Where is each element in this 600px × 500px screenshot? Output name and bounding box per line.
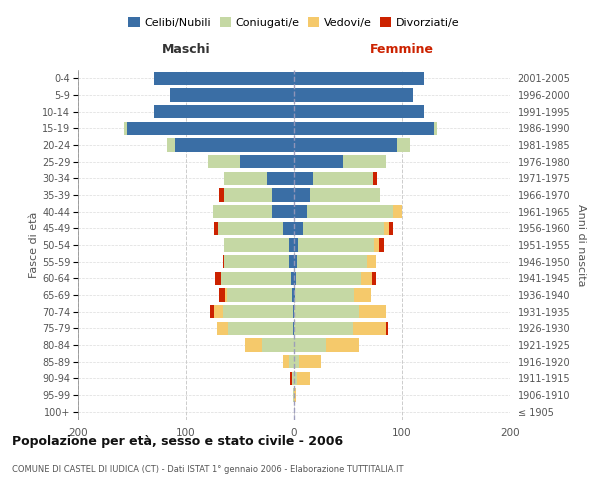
Bar [127, 122, 294, 135]
Bar [373, 172, 377, 185]
Bar [220, 288, 225, 302]
Bar [296, 272, 361, 285]
Bar [218, 222, 283, 235]
Bar [289, 238, 294, 252]
Bar [299, 355, 321, 368]
Bar [383, 222, 389, 235]
Bar [170, 88, 294, 102]
Bar [294, 105, 424, 118]
Bar [245, 338, 262, 351]
Bar [175, 138, 294, 151]
Bar [224, 188, 272, 202]
Bar [224, 172, 267, 185]
Bar [224, 238, 289, 252]
Bar [272, 188, 294, 202]
Bar [355, 288, 371, 302]
Bar [294, 155, 343, 168]
Bar [343, 155, 386, 168]
Bar [213, 205, 272, 218]
Legend: Celibi/Nubili, Coniugati/e, Vedovi/e, Divorziati/e: Celibi/Nubili, Coniugati/e, Vedovi/e, Di… [124, 12, 464, 32]
Bar [353, 322, 386, 335]
Bar [313, 172, 373, 185]
Bar [294, 172, 313, 185]
Bar [293, 388, 294, 402]
Bar [267, 172, 294, 185]
Bar [220, 188, 224, 202]
Bar [294, 122, 434, 135]
Bar [124, 122, 127, 135]
Bar [217, 322, 228, 335]
Bar [302, 222, 383, 235]
Bar [294, 322, 353, 335]
Bar [293, 305, 294, 318]
Bar [294, 272, 296, 285]
Bar [293, 322, 294, 335]
Bar [294, 205, 307, 218]
Bar [294, 88, 413, 102]
Bar [294, 188, 310, 202]
Bar [294, 72, 424, 85]
Bar [289, 255, 294, 268]
Bar [389, 222, 394, 235]
Bar [214, 222, 218, 235]
Bar [294, 388, 296, 402]
Bar [295, 288, 355, 302]
Bar [291, 272, 294, 285]
Bar [221, 272, 291, 285]
Bar [434, 122, 437, 135]
Bar [386, 322, 388, 335]
Bar [294, 372, 297, 385]
Bar [292, 372, 294, 385]
Bar [294, 355, 299, 368]
Bar [307, 205, 394, 218]
Bar [154, 105, 294, 118]
Text: Femmine: Femmine [370, 43, 434, 56]
Bar [359, 305, 386, 318]
Bar [210, 305, 214, 318]
Bar [374, 238, 379, 252]
Bar [294, 222, 302, 235]
Y-axis label: Fasce di età: Fasce di età [29, 212, 39, 278]
Y-axis label: Anni di nascita: Anni di nascita [576, 204, 586, 286]
Bar [297, 372, 310, 385]
Bar [272, 205, 294, 218]
Bar [294, 255, 297, 268]
Text: Maschi: Maschi [161, 43, 211, 56]
Bar [262, 338, 294, 351]
Bar [223, 255, 224, 268]
Bar [290, 372, 292, 385]
Bar [397, 138, 410, 151]
Bar [294, 238, 298, 252]
Bar [294, 338, 326, 351]
Bar [394, 205, 402, 218]
Bar [240, 155, 294, 168]
Bar [372, 272, 376, 285]
Bar [294, 288, 295, 302]
Bar [379, 238, 383, 252]
Bar [298, 238, 374, 252]
Text: Popolazione per età, sesso e stato civile - 2006: Popolazione per età, sesso e stato civil… [12, 435, 343, 448]
Bar [283, 222, 294, 235]
Bar [167, 138, 175, 151]
Bar [292, 288, 294, 302]
Text: COMUNE DI CASTEL DI IUDICA (CT) - Dati ISTAT 1° gennaio 2006 - Elaborazione TUTT: COMUNE DI CASTEL DI IUDICA (CT) - Dati I… [12, 465, 404, 474]
Bar [310, 188, 380, 202]
Bar [326, 338, 359, 351]
Bar [289, 355, 294, 368]
Bar [297, 255, 367, 268]
Bar [361, 272, 372, 285]
Bar [227, 288, 292, 302]
Bar [367, 255, 376, 268]
Bar [154, 72, 294, 85]
Bar [223, 305, 293, 318]
Bar [224, 255, 289, 268]
Bar [214, 305, 223, 318]
Bar [294, 138, 397, 151]
Bar [228, 322, 293, 335]
Bar [225, 288, 227, 302]
Bar [215, 272, 221, 285]
Bar [283, 355, 289, 368]
Bar [208, 155, 240, 168]
Bar [294, 305, 359, 318]
